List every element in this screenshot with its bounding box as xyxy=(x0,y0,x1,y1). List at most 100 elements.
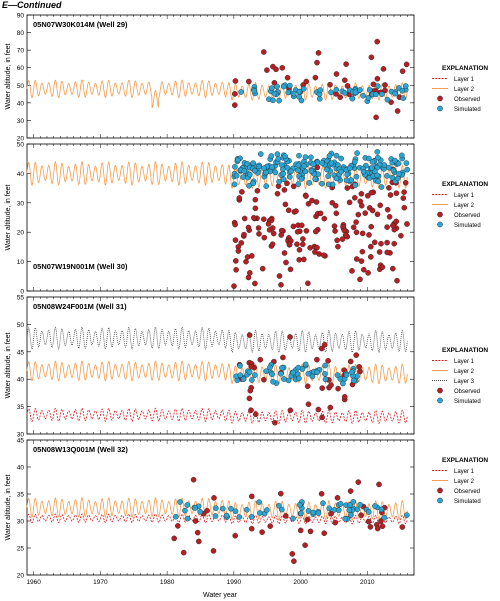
simulated-point xyxy=(323,166,330,173)
simulated-point xyxy=(329,181,336,188)
simulated-point xyxy=(314,369,320,376)
observed-point xyxy=(343,61,349,67)
observed-point xyxy=(211,495,217,501)
simulated-point xyxy=(263,183,270,189)
legend-label: Observed xyxy=(454,213,480,219)
legend-title: EXPLANATION xyxy=(442,457,488,464)
simulated-point xyxy=(267,364,273,371)
observed-point xyxy=(355,211,362,218)
observed-point xyxy=(281,250,288,256)
simulated-point xyxy=(270,378,276,385)
simulated-point xyxy=(333,152,340,159)
y-tick-label: 45 xyxy=(17,349,25,356)
simulated-point xyxy=(235,157,241,163)
simulated-point xyxy=(274,151,281,157)
simulated-point xyxy=(326,153,333,159)
simulated-point xyxy=(278,506,285,513)
observed-point xyxy=(248,493,255,500)
y-tick-label: 20 xyxy=(17,573,25,580)
legend-marker xyxy=(437,221,443,228)
observed-point xyxy=(192,518,199,524)
legend: EXPLANATION Layer 1 Layer 2 Observed Simulat… xyxy=(432,181,488,229)
simulated-point xyxy=(312,176,318,182)
observed-point xyxy=(380,66,387,72)
observed-point xyxy=(303,193,309,199)
simulated-point xyxy=(248,514,255,520)
simulated-point xyxy=(300,86,307,92)
simulated-point xyxy=(295,162,302,169)
observed-point xyxy=(358,512,365,518)
simulated-point xyxy=(275,155,282,162)
observed-point xyxy=(286,241,293,248)
simulated-point xyxy=(249,377,255,383)
simulated-point xyxy=(320,500,326,507)
simulated-point xyxy=(342,516,349,522)
simulated-point xyxy=(276,178,282,185)
simulated-point xyxy=(402,83,409,89)
observed-point xyxy=(248,253,255,259)
observed-point xyxy=(367,524,374,530)
chart-panel-4: 20 25 30 35 40 45 1960 1970 1980 1990 2000 2010 Wate… xyxy=(5,438,488,587)
y-axis-label: Water altitude, in feet xyxy=(5,333,12,399)
observed-point xyxy=(261,376,267,383)
simulated-point xyxy=(305,508,312,514)
observed-point xyxy=(250,214,257,221)
simulated-point xyxy=(301,163,308,169)
simulated-point xyxy=(250,160,256,166)
simulated-point xyxy=(296,375,302,382)
observed-point xyxy=(366,232,372,238)
simulated-point xyxy=(270,97,276,104)
observed-point xyxy=(305,401,312,408)
observed-point xyxy=(283,259,289,266)
simulated-point xyxy=(288,168,294,175)
simulated-point xyxy=(334,372,341,378)
y-tick-label: 50 xyxy=(17,322,25,329)
observed-point xyxy=(389,265,396,272)
y-tick-label: 10 xyxy=(17,259,25,266)
simulated-point xyxy=(285,377,292,384)
observed-point xyxy=(252,196,259,203)
y-tick-label: 55 xyxy=(17,295,25,302)
simulated-point xyxy=(346,165,353,171)
observed-point xyxy=(281,187,288,193)
observed-point xyxy=(231,102,238,108)
observed-point xyxy=(174,523,181,529)
observed-point xyxy=(252,280,258,287)
legend-marker xyxy=(437,211,443,218)
observed-point xyxy=(268,217,275,224)
observed-point xyxy=(300,256,307,263)
simulated-point xyxy=(280,176,287,182)
observed-point xyxy=(353,256,360,262)
observed-point xyxy=(246,395,253,402)
simulated-point xyxy=(219,505,226,512)
observed-point xyxy=(304,383,311,390)
observed-point xyxy=(318,490,325,497)
y-tick-label: 40 xyxy=(17,100,25,107)
simulated-point xyxy=(228,505,234,512)
y-tick-label: 45 xyxy=(17,438,25,445)
simulated-point xyxy=(381,162,388,168)
observed-point xyxy=(305,280,311,287)
observed-point xyxy=(342,232,349,238)
simulated-point xyxy=(246,369,253,376)
simulated-point xyxy=(319,180,325,187)
simulated-point xyxy=(404,166,411,173)
x-tick-label: 1990 xyxy=(227,579,242,586)
y-tick-label: 0 xyxy=(20,289,24,296)
observed-point xyxy=(267,523,274,529)
simulated-point xyxy=(325,173,331,179)
observed-point xyxy=(378,518,384,524)
simulated-point xyxy=(236,514,243,520)
observed-point xyxy=(347,488,354,494)
observed-point xyxy=(233,266,239,273)
simulated-point xyxy=(308,154,314,161)
y-tick-label: 40 xyxy=(17,377,25,384)
simulated-point xyxy=(281,376,287,382)
simulated-point xyxy=(223,512,230,519)
simulated-point xyxy=(343,177,350,183)
observed-point xyxy=(357,276,363,283)
observed-point xyxy=(260,49,267,55)
observed-point xyxy=(393,190,400,196)
observed-point xyxy=(331,223,338,229)
